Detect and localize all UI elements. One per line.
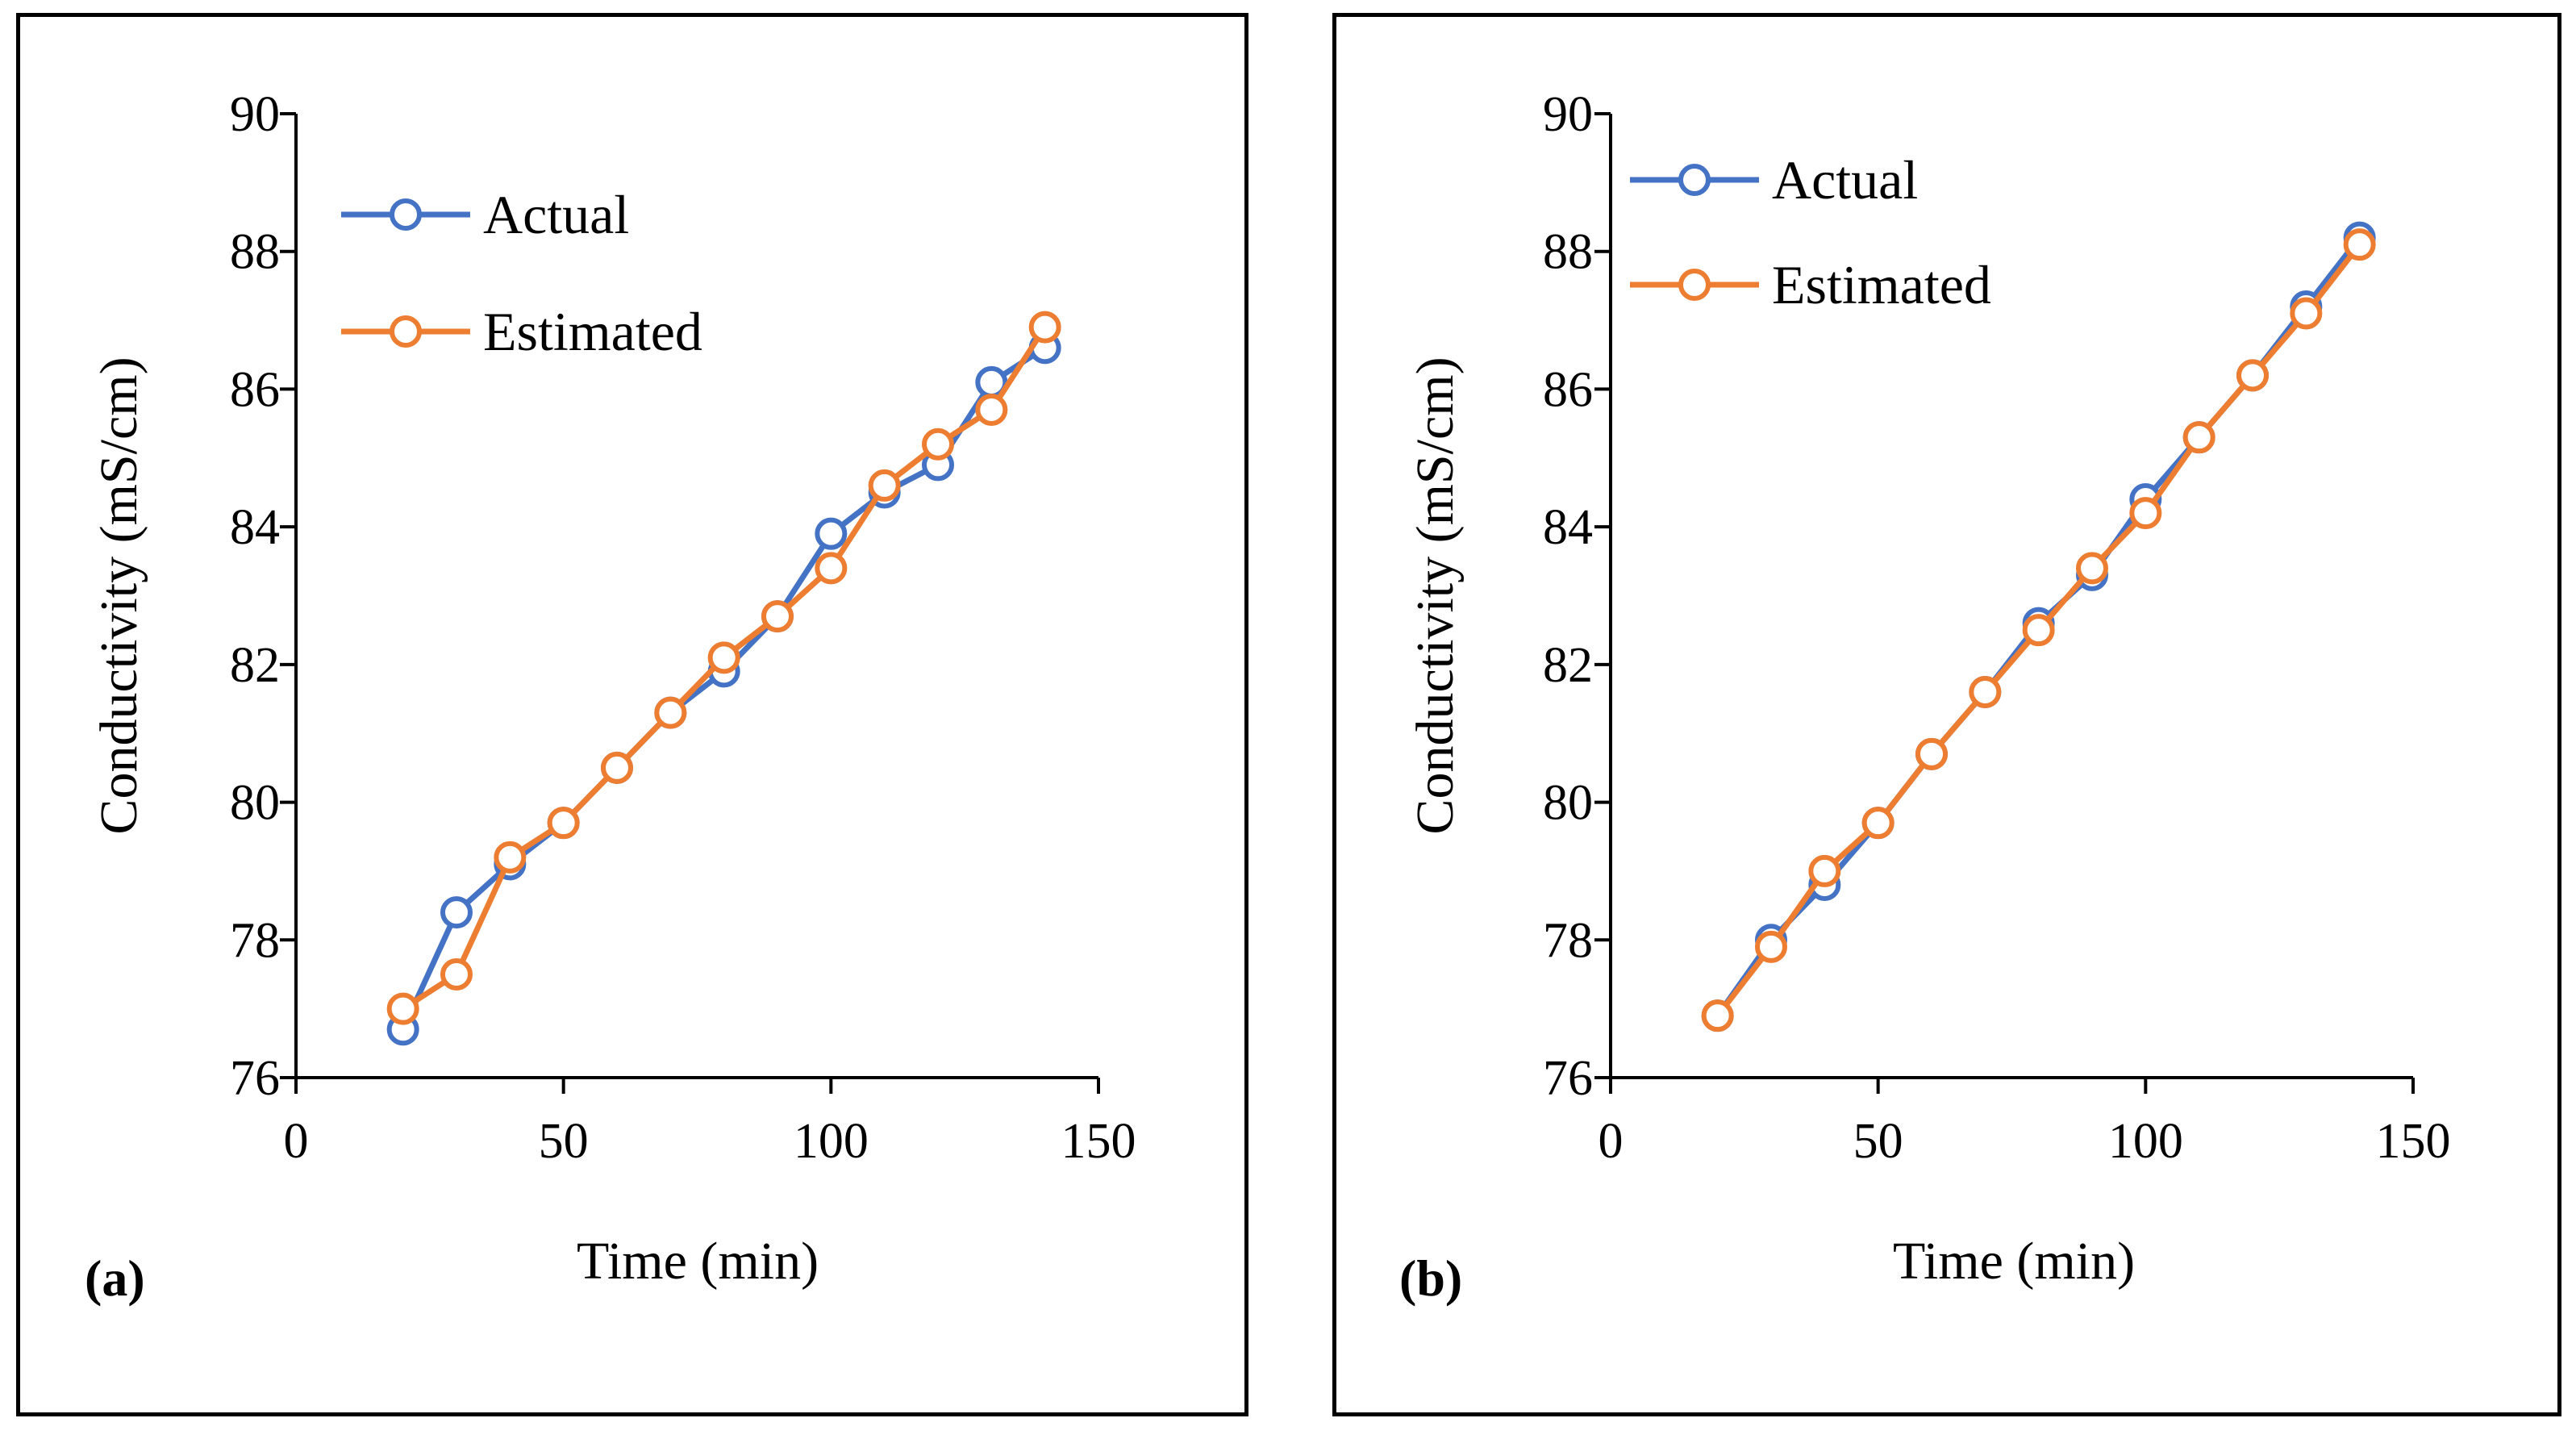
chart-a-svg: 76 78 80 82 84 86 88 90 0 50 100 150 Time (min) Condu…: [85, 87, 1136, 1307]
chart-a-y-tick-label: 88: [230, 225, 280, 280]
chart-b-series-estimated-point: [2076, 552, 2108, 585]
chart-b-x-axis-title: Time (min): [1893, 1232, 2135, 1291]
chart-a-y-axis-title: Conductivity (mS/cm): [90, 357, 148, 834]
chart-a-legend-estimated-label: Estimated: [483, 301, 702, 362]
chart-a-series-estimated-point: [815, 552, 848, 585]
chart-b-series-estimated-point: [1969, 676, 2002, 708]
chart-a-y-tick-label: 80: [230, 776, 280, 831]
chart-a-x-tick-label: 100: [794, 1114, 869, 1169]
chart-a-legend-actual-marker: [390, 198, 422, 231]
chart-a-series-actual-point: [440, 896, 473, 929]
chart-a-y-tick-label: 82: [230, 638, 280, 693]
chart-b-series-estimated-point: [1808, 854, 1841, 887]
chart-a-panel-label: (a): [85, 1249, 145, 1307]
chart-b-y-tick-label: 76: [1543, 1051, 1593, 1106]
chart-a-series-estimated-point: [707, 641, 740, 674]
chart-a-x-tick-label: 0: [284, 1114, 309, 1169]
chart-a-series-estimated-point: [386, 992, 419, 1025]
chart-a-legend-actual-label: Actual: [483, 184, 629, 245]
chart-panel-b: 76 78 80 82 84 86 88 90 0 50 100 150 Time (min) Condu…: [1332, 13, 2561, 1416]
chart-b-series-estimated-point: [2290, 297, 2323, 330]
chart-a-y-tick-label: 78: [230, 913, 280, 968]
chart-a-y-tick-label: 86: [230, 362, 280, 417]
chart-b-svg: 76 78 80 82 84 86 88 90 0 50 100 150 Time (min) Condu…: [1399, 87, 2451, 1307]
chart-b-y-tick-label: 78: [1543, 913, 1593, 968]
chart-b-x-tick-label: 100: [2108, 1114, 2183, 1169]
chart-b-panel-label: (b): [1399, 1249, 1462, 1307]
chart-b-x-tick-label: 50: [1853, 1114, 1903, 1169]
chart-b-legend-estimated-marker: [1678, 269, 1711, 301]
chart-a-legend-estimated-marker: [390, 315, 422, 348]
chart-a-series-estimated-point: [868, 469, 901, 502]
chart-a-series-estimated-point: [761, 600, 794, 633]
chart-b-series-estimated-point: [1755, 930, 1787, 963]
chart-b-y-tick-label: 80: [1543, 776, 1593, 831]
chart-b-y-tick-label: 90: [1543, 87, 1593, 142]
chart-a-series-estimated-point: [601, 751, 633, 784]
chart-b-y-tick-label: 86: [1543, 362, 1593, 417]
chart-b-x-tick-label: 150: [2376, 1114, 2451, 1169]
chart-a-x-axis-title: Time (min): [577, 1232, 819, 1291]
chart-a-series-actual-point: [815, 517, 848, 550]
chart-b-y-tick-label: 88: [1543, 225, 1593, 280]
chart-b-series-estimated-point: [1915, 737, 1948, 770]
chart-a-y-tick-label: 76: [230, 1051, 280, 1106]
chart-b-series-estimated-point: [1701, 999, 1734, 1032]
chart-a-series-estimated-point: [440, 957, 473, 991]
chart-a-y-tick-label: 90: [230, 87, 280, 142]
chart-b-series-estimated-point: [2236, 359, 2269, 392]
chart-a-x-tick-label: 150: [1061, 1114, 1136, 1169]
chart-b-y-axis-title: Conductivity (mS/cm): [1406, 357, 1465, 834]
chart-a-x-tick-label: 50: [539, 1114, 589, 1169]
chart-b-legend-actual-label: Actual: [1772, 149, 1918, 211]
chart-b-series-estimated-point: [1861, 807, 1894, 840]
chart-b-legend-estimated-label: Estimated: [1772, 254, 1991, 315]
chart-b-y-tick-label: 82: [1543, 638, 1593, 693]
chart-b-series-estimated-point: [2343, 228, 2376, 261]
chart-b-x-tick-label: 0: [1599, 1114, 1624, 1169]
chart-a-y-tick-label: 84: [230, 500, 280, 555]
chart-b-series-estimated-point: [2022, 614, 2055, 647]
chart-b-series-estimated-point: [2129, 497, 2162, 530]
chart-a-series-estimated-point: [494, 840, 527, 874]
chart-a-series-estimated-point: [1028, 311, 1061, 344]
chart-panel-a: 76 78 80 82 84 86 88 90 0 50 100 150 Time (min) Condu…: [16, 13, 1248, 1416]
chart-a-series-estimated-point: [654, 696, 687, 729]
chart-b-y-tick-label: 84: [1543, 500, 1593, 555]
chart-b-legend-actual-marker: [1678, 164, 1711, 196]
chart-a-series-estimated-point: [975, 394, 1008, 427]
chart-b-series-estimated-point: [2182, 421, 2215, 454]
chart-a-series-estimated-point: [922, 428, 954, 461]
chart-a-series-estimated-point: [547, 807, 580, 840]
